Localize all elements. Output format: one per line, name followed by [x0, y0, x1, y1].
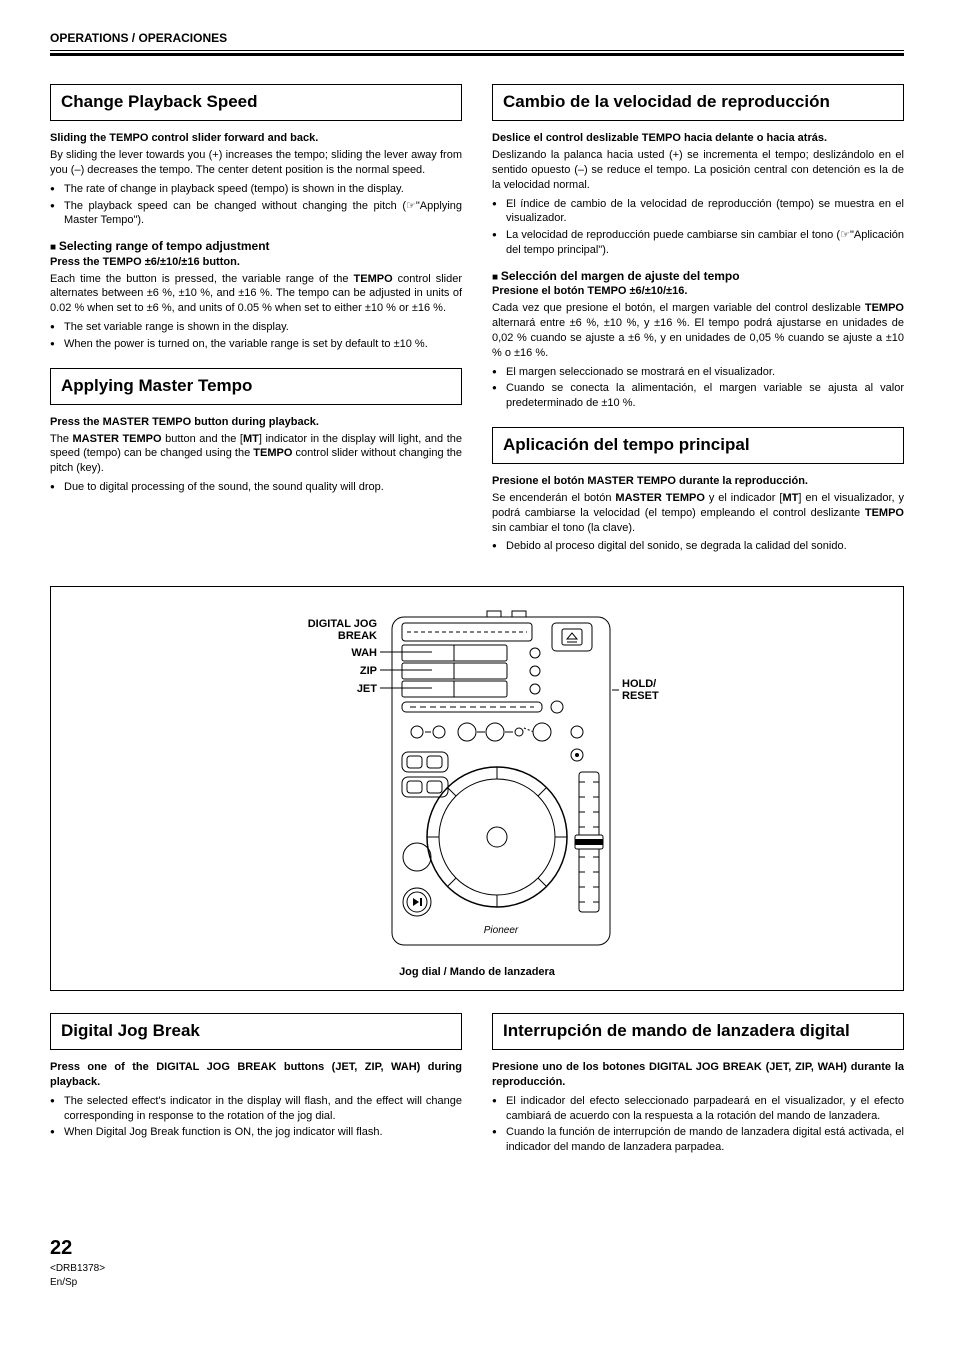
para: The MASTER TEMPO button and the [MT] ind…: [50, 432, 462, 477]
footer-langs: En/Sp: [50, 1276, 904, 1290]
sub-heading: Selecting range of tempo adjustment: [50, 238, 462, 255]
lead-bold: Press the MASTER TEMPO button during pla…: [50, 415, 462, 430]
footer-code: <DRB1378>: [50, 1262, 904, 1276]
list-item: The playback speed can be changed withou…: [50, 199, 462, 229]
label-djb1: DIGITAL JOG: [308, 618, 377, 630]
list-item: El indicador del efecto seleccionado par…: [492, 1094, 904, 1124]
label-zip: ZIP: [360, 665, 377, 677]
sub-bold: Press the TEMPO ±6/±10/±16 button.: [50, 255, 462, 270]
list-item: The rate of change in playback speed (te…: [50, 182, 462, 197]
label-djb2: BREAK: [338, 630, 377, 642]
text: y el indicador [: [705, 492, 783, 504]
label-hold2: RESET: [622, 690, 659, 702]
heading-interrupcion: Interrupción de mando de lanzadera digit…: [492, 1013, 904, 1050]
list-item: Due to digital processing of the sound, …: [50, 480, 462, 495]
text: alternará entre ±6 %, ±10 %, y ±16 %. El…: [492, 317, 904, 359]
device-illustration: DIGITAL JOG BREAK WAH ZIP JET HOLD/ RESE…: [217, 607, 737, 957]
text: sin cambiar el tono (la clave).: [492, 522, 635, 534]
text-bold: MASTER TEMPO: [72, 433, 161, 445]
list-item: The set variable range is shown in the d…: [50, 320, 462, 335]
heading-master-tempo: Applying Master Tempo: [50, 368, 462, 405]
lead-bold: Presione el botón MASTER TEMPO durante l…: [492, 474, 904, 489]
bullet-list: El índice de cambio de la velocidad de r…: [492, 197, 904, 258]
text-bold: MT: [243, 433, 259, 445]
label-hold1: HOLD/: [622, 678, 656, 690]
list-item: The selected effect's indicator in the d…: [50, 1094, 462, 1124]
heading-djb: Digital Jog Break: [50, 1013, 462, 1050]
lower-columns: Digital Jog Break Press one of the DIGIT…: [50, 1013, 904, 1165]
col-left-lower: Digital Jog Break Press one of the DIGIT…: [50, 1013, 462, 1165]
list-item: Debido al proceso digital del sonido, se…: [492, 539, 904, 554]
lead-bold: Sliding the TEMPO control slider forward…: [50, 131, 462, 146]
text: Cada vez que presione el botón, el marge…: [492, 302, 865, 314]
brand-text: Pioneer: [484, 925, 519, 936]
text: The: [50, 433, 72, 445]
heading-aplicacion: Aplicación del tempo principal: [492, 427, 904, 464]
text-bold: TEMPO: [865, 507, 904, 519]
label-jet: JET: [357, 683, 377, 695]
sub-bold: Presione el botón TEMPO ±6/±10/±16.: [492, 284, 904, 299]
list-item: El margen seleccionado se mostrará en el…: [492, 365, 904, 380]
para: Deslizando la palanca hacia usted (+) se…: [492, 148, 904, 193]
bullet-list: The set variable range is shown in the d…: [50, 320, 462, 352]
bullet-list: Debido al proceso digital del sonido, se…: [492, 539, 904, 554]
col-left: Change Playback Speed Sliding the TEMPO …: [50, 84, 462, 564]
text-bold: TEMPO: [253, 447, 292, 459]
lead-bold: Deslice el control deslizable TEMPO haci…: [492, 131, 904, 146]
figure-svg-wrap: DIGITAL JOG BREAK WAH ZIP JET HOLD/ RESE…: [61, 607, 893, 957]
header-rule: [50, 53, 904, 56]
jet-button: [402, 681, 540, 697]
list-item: La velocidad de reproducción puede cambi…: [492, 228, 904, 258]
list-item: Cuando se conecta la alimentación, el ma…: [492, 381, 904, 411]
heading-change-playback: Change Playback Speed: [50, 84, 462, 121]
figure-caption: Jog dial / Mando de lanzadera: [61, 965, 893, 980]
text-bold: TEMPO: [354, 273, 393, 285]
list-item: When the power is turned on, the variabl…: [50, 337, 462, 352]
col-right-lower: Interrupción de mando de lanzadera digit…: [492, 1013, 904, 1165]
footer: 22 <DRB1378> En/Sp: [50, 1235, 904, 1289]
lead-bold: Press one of the DIGITAL JOG BREAK butto…: [50, 1060, 462, 1090]
text-bold: MT: [782, 492, 798, 504]
sub-heading: Selección del margen de ajuste del tempo: [492, 268, 904, 285]
zip-button: [402, 663, 540, 679]
sub-para: Each time the button is pressed, the var…: [50, 272, 462, 317]
text-bold: TEMPO: [865, 302, 904, 314]
bullet-list: The rate of change in playback speed (te…: [50, 182, 462, 229]
lead-bold: Presione uno de los botones DIGITAL JOG …: [492, 1060, 904, 1090]
text-bold: MASTER TEMPO: [615, 492, 705, 504]
para: By sliding the lever towards you (+) inc…: [50, 148, 462, 178]
list-item: When Digital Jog Break function is ON, t…: [50, 1125, 462, 1140]
bullet-list: Due to digital processing of the sound, …: [50, 480, 462, 495]
sub-para: Cada vez que presione el botón, el marge…: [492, 301, 904, 360]
list-item: El índice de cambio de la velocidad de r…: [492, 197, 904, 227]
upper-columns: Change Playback Speed Sliding the TEMPO …: [50, 84, 904, 564]
bullet-list: El indicador del efecto seleccionado par…: [492, 1094, 904, 1155]
bullet-list: El margen seleccionado se mostrará en el…: [492, 365, 904, 412]
para: Se encenderán el botón MASTER TEMPO y el…: [492, 491, 904, 536]
wah-button: [402, 645, 540, 661]
figure-box: DIGITAL JOG BREAK WAH ZIP JET HOLD/ RESE…: [50, 586, 904, 991]
heading-cambio: Cambio de la velocidad de reproducción: [492, 84, 904, 121]
page-number: 22: [50, 1235, 904, 1262]
text: button and the [: [162, 433, 243, 445]
col-right: Cambio de la velocidad de reproducción D…: [492, 84, 904, 564]
text: Each time the button is pressed, the var…: [50, 273, 354, 285]
bullet-list: The selected effect's indicator in the d…: [50, 1094, 462, 1141]
text: Se encenderán el botón: [492, 492, 615, 504]
list-item: Cuando la función de interrupción de man…: [492, 1125, 904, 1155]
page-header: OPERATIONS / OPERACIONES: [50, 30, 904, 51]
label-wah: WAH: [351, 647, 377, 659]
